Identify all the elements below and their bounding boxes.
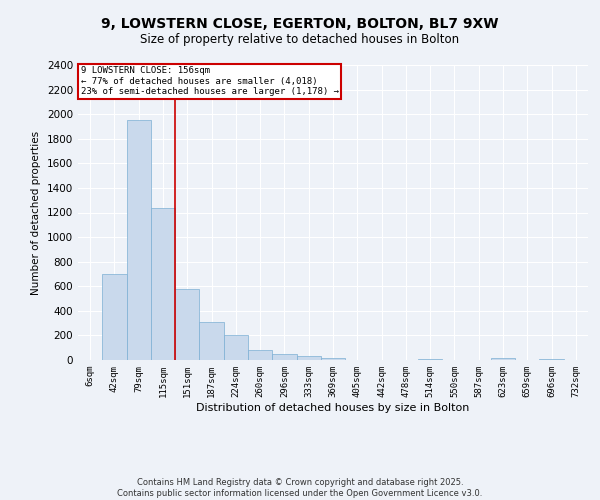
X-axis label: Distribution of detached houses by size in Bolton: Distribution of detached houses by size … bbox=[196, 402, 470, 412]
Bar bbox=[175, 288, 199, 360]
Bar bbox=[224, 335, 248, 360]
Bar bbox=[491, 358, 515, 360]
Bar bbox=[151, 208, 175, 360]
Text: 9 LOWSTERN CLOSE: 156sqm
← 77% of detached houses are smaller (4,018)
23% of sem: 9 LOWSTERN CLOSE: 156sqm ← 77% of detach… bbox=[80, 66, 338, 96]
Text: Contains HM Land Registry data © Crown copyright and database right 2025.
Contai: Contains HM Land Registry data © Crown c… bbox=[118, 478, 482, 498]
Y-axis label: Number of detached properties: Number of detached properties bbox=[31, 130, 41, 294]
Bar bbox=[127, 120, 151, 360]
Bar bbox=[102, 274, 127, 360]
Text: Size of property relative to detached houses in Bolton: Size of property relative to detached ho… bbox=[140, 32, 460, 46]
Bar bbox=[272, 354, 296, 360]
Text: 9, LOWSTERN CLOSE, EGERTON, BOLTON, BL7 9XW: 9, LOWSTERN CLOSE, EGERTON, BOLTON, BL7 … bbox=[101, 18, 499, 32]
Bar bbox=[418, 359, 442, 360]
Bar bbox=[199, 322, 224, 360]
Bar bbox=[321, 358, 345, 360]
Bar bbox=[296, 356, 321, 360]
Bar bbox=[248, 350, 272, 360]
